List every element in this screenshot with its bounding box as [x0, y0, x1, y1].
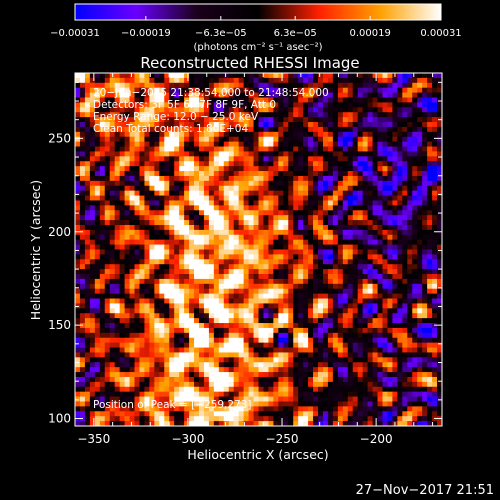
- plot-frame: [74, 72, 443, 427]
- annotation-peak-position: Position of Peak = [−259,273]: [93, 399, 252, 411]
- footer-date: 27−Nov−2017 21:51: [356, 483, 494, 498]
- colorbar-tick-label: 6.3e−05: [274, 28, 317, 39]
- y-axis-title: Heliocentric Y (arcsec): [28, 180, 43, 320]
- y-tick-label: 150: [48, 318, 71, 332]
- colorbar: [75, 4, 441, 20]
- colorbar-tick-label: 0.00019: [349, 28, 390, 39]
- y-axis-ticks: 100 150 200 250: [48, 81, 442, 426]
- y-tick-label: 250: [48, 131, 71, 145]
- colorbar-units-label: (photons cm⁻² s⁻¹ asec⁻²): [193, 42, 322, 53]
- x-axis-ticks: −350 −300 −250 −200: [74, 73, 434, 446]
- annotation-time-range: 20−Jun−2015 21:38:54.000 to 21:48:54.000: [93, 87, 329, 99]
- annotation-energy-range: Energy Range: 12.0 − 25.0 keV: [93, 111, 259, 123]
- x-axis-title: Heliocentric X (arcsec): [187, 447, 328, 462]
- x-tick-label: −200: [360, 432, 393, 446]
- colorbar-ticks: [74, 3, 442, 21]
- colorbar-frame: [74, 3, 442, 21]
- annotation-clean-counts: Clean Total counts: 1.80E+04: [93, 123, 248, 135]
- y-tick-label: 200: [48, 225, 71, 239]
- y-tick-label: 100: [48, 412, 71, 426]
- chart-title: Reconstructed RHESSI Image: [140, 54, 359, 72]
- x-tick-label: −250: [266, 432, 299, 446]
- colorbar-tick-labels: −0.00031 −0.00019 −6.3e−05 6.3e−05 0.00019 0.…: [50, 28, 462, 39]
- colorbar-tick-label: −6.3e−05: [195, 28, 247, 39]
- x-tick-label: −350: [77, 432, 110, 446]
- heatmap-image: [75, 73, 442, 426]
- colorbar-tick-label: 0.00031: [420, 28, 461, 39]
- annotation-detectors: Detectors: 3F 5F 6F 7F 8F 9F, Att 0: [93, 99, 276, 111]
- colorbar-tick-label: −0.00019: [121, 28, 171, 39]
- colorbar-tick-label: −0.00031: [50, 28, 100, 39]
- x-tick-label: −300: [171, 432, 204, 446]
